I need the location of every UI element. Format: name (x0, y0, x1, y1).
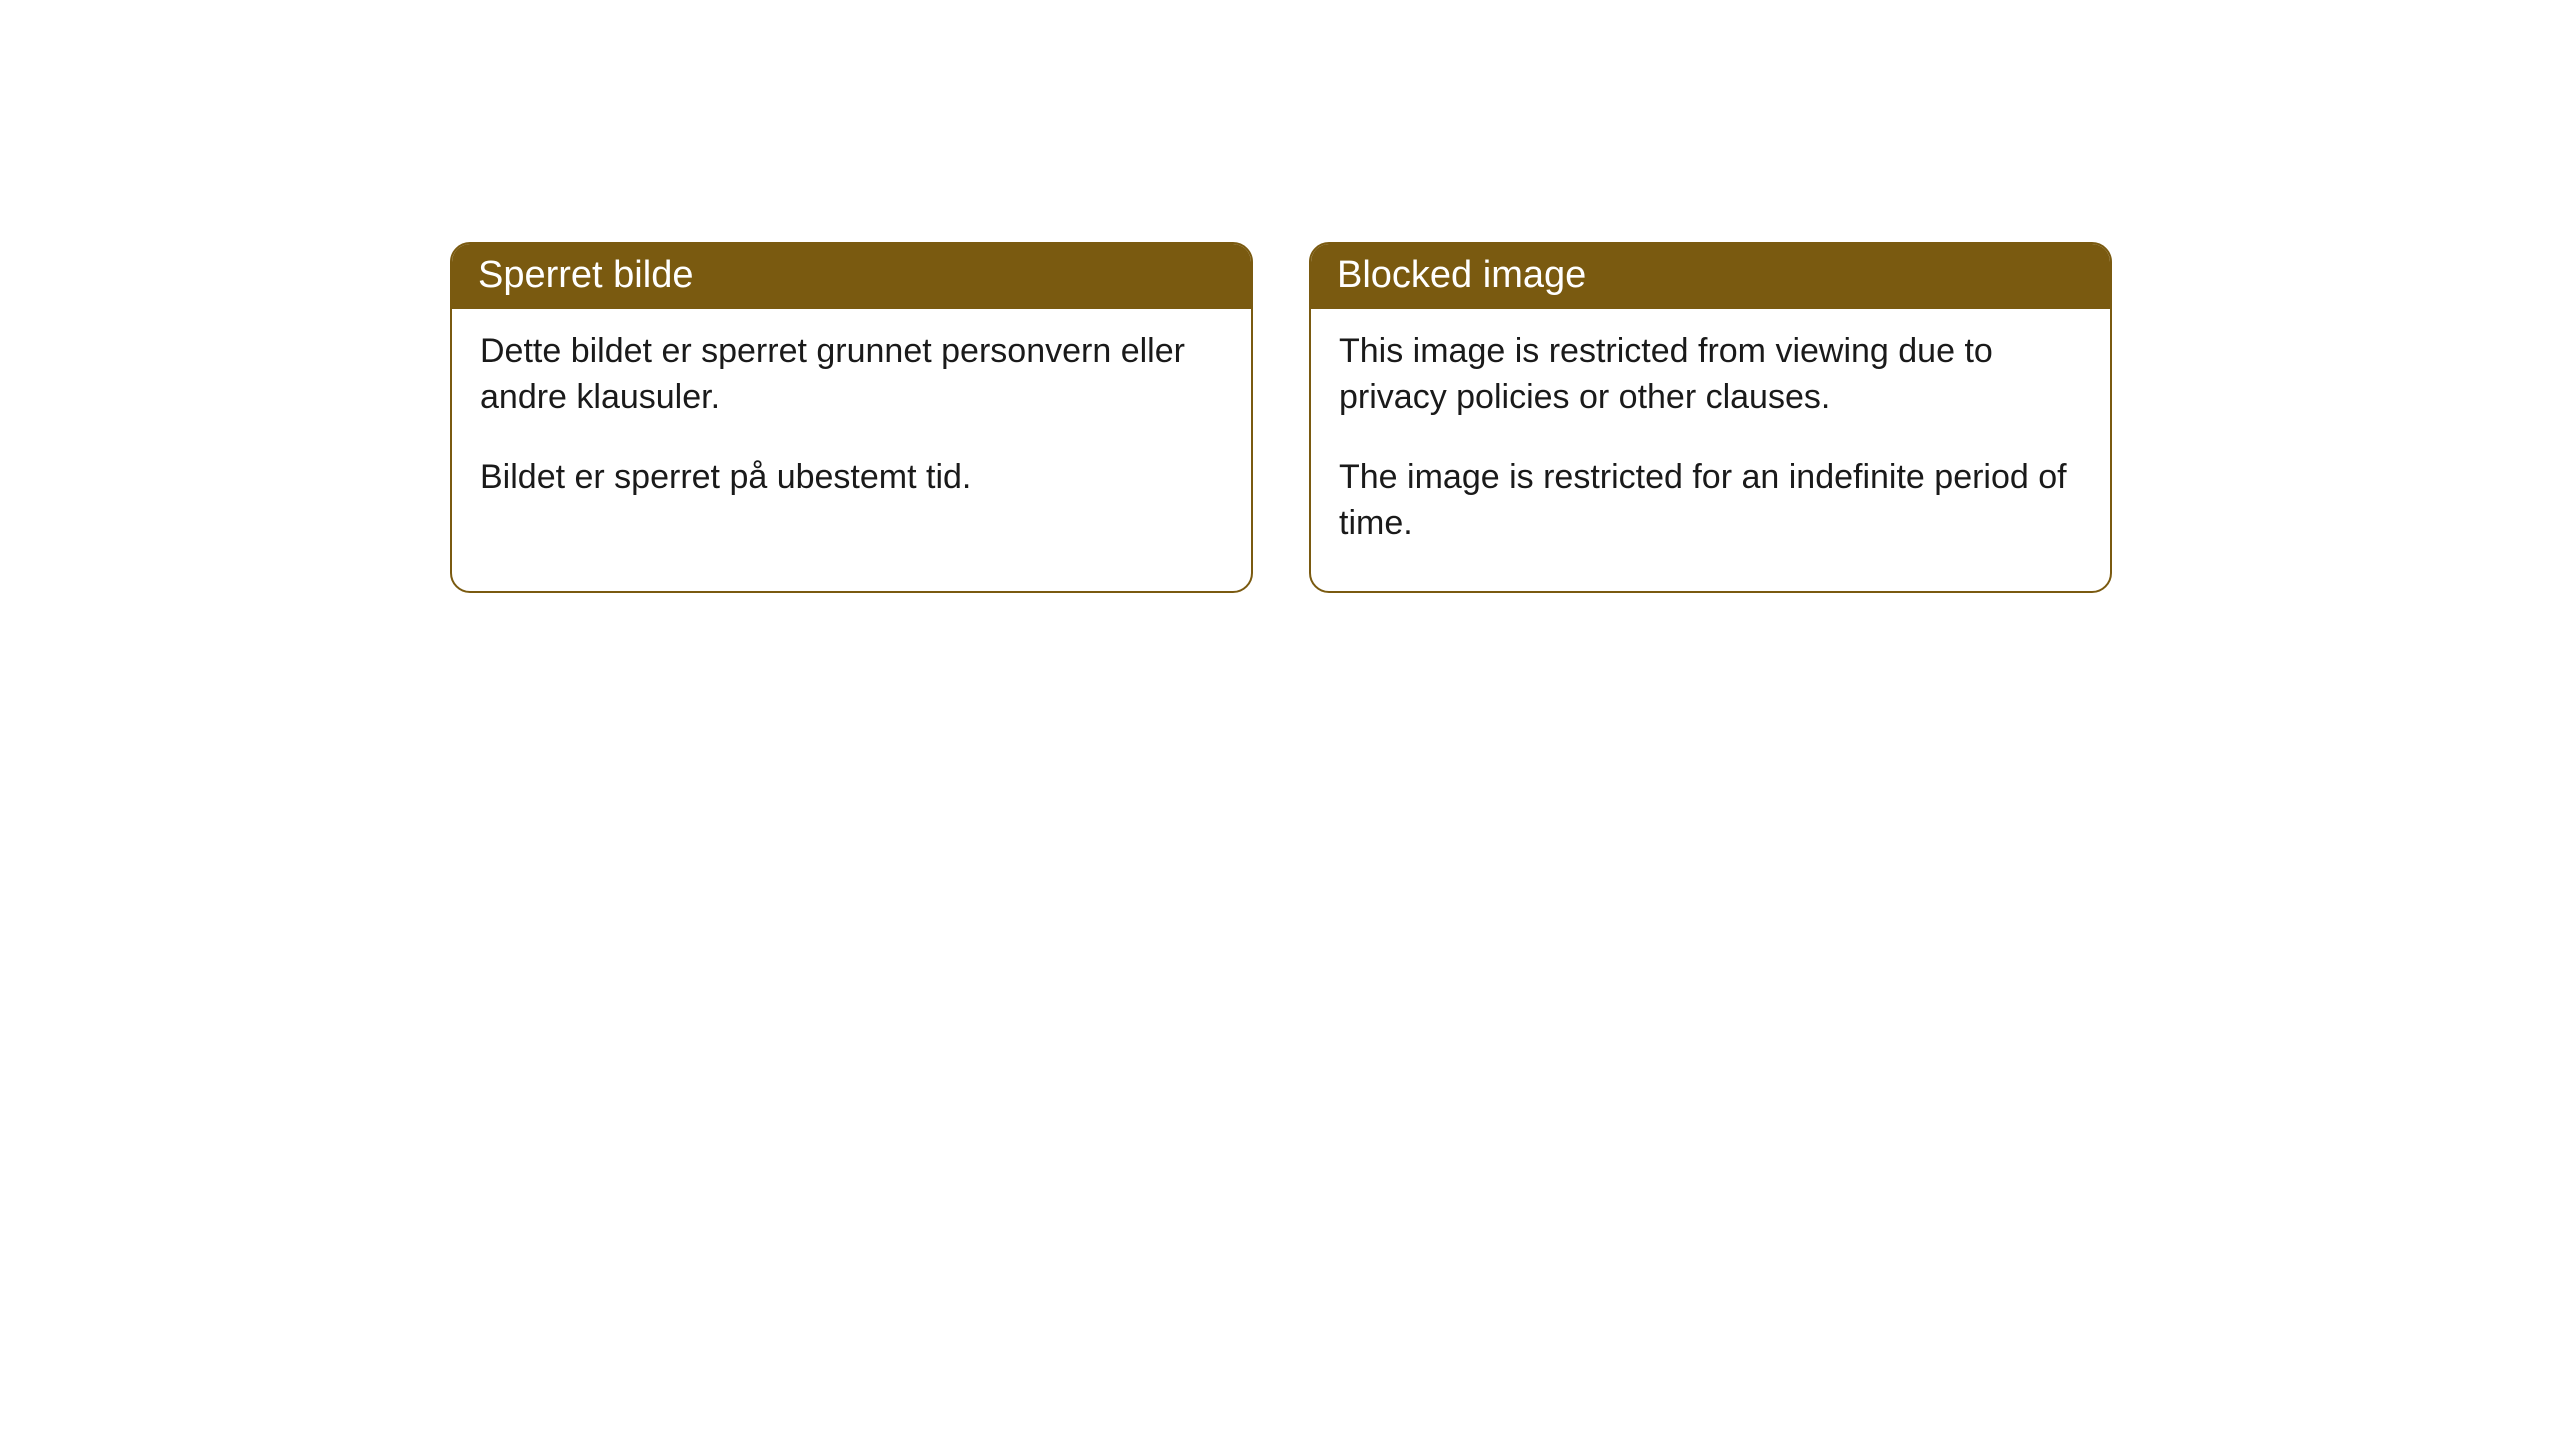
notice-container: Sperret bilde Dette bildet er sperret gr… (0, 0, 2560, 593)
card-paragraph-2: The image is restricted for an indefinit… (1339, 455, 2082, 547)
card-header: Blocked image (1311, 244, 2110, 309)
card-paragraph-2: Bildet er sperret på ubestemt tid. (480, 455, 1223, 501)
card-title: Blocked image (1337, 254, 1586, 296)
card-paragraph-1: Dette bildet er sperret grunnet personve… (480, 329, 1223, 421)
card-title: Sperret bilde (478, 254, 693, 296)
card-header: Sperret bilde (452, 244, 1251, 309)
card-paragraph-1: This image is restricted from viewing du… (1339, 329, 2082, 421)
card-body: This image is restricted from viewing du… (1311, 309, 2110, 591)
notice-card-english: Blocked image This image is restricted f… (1309, 242, 2112, 593)
notice-card-norwegian: Sperret bilde Dette bildet er sperret gr… (450, 242, 1253, 593)
card-body: Dette bildet er sperret grunnet personve… (452, 309, 1251, 545)
